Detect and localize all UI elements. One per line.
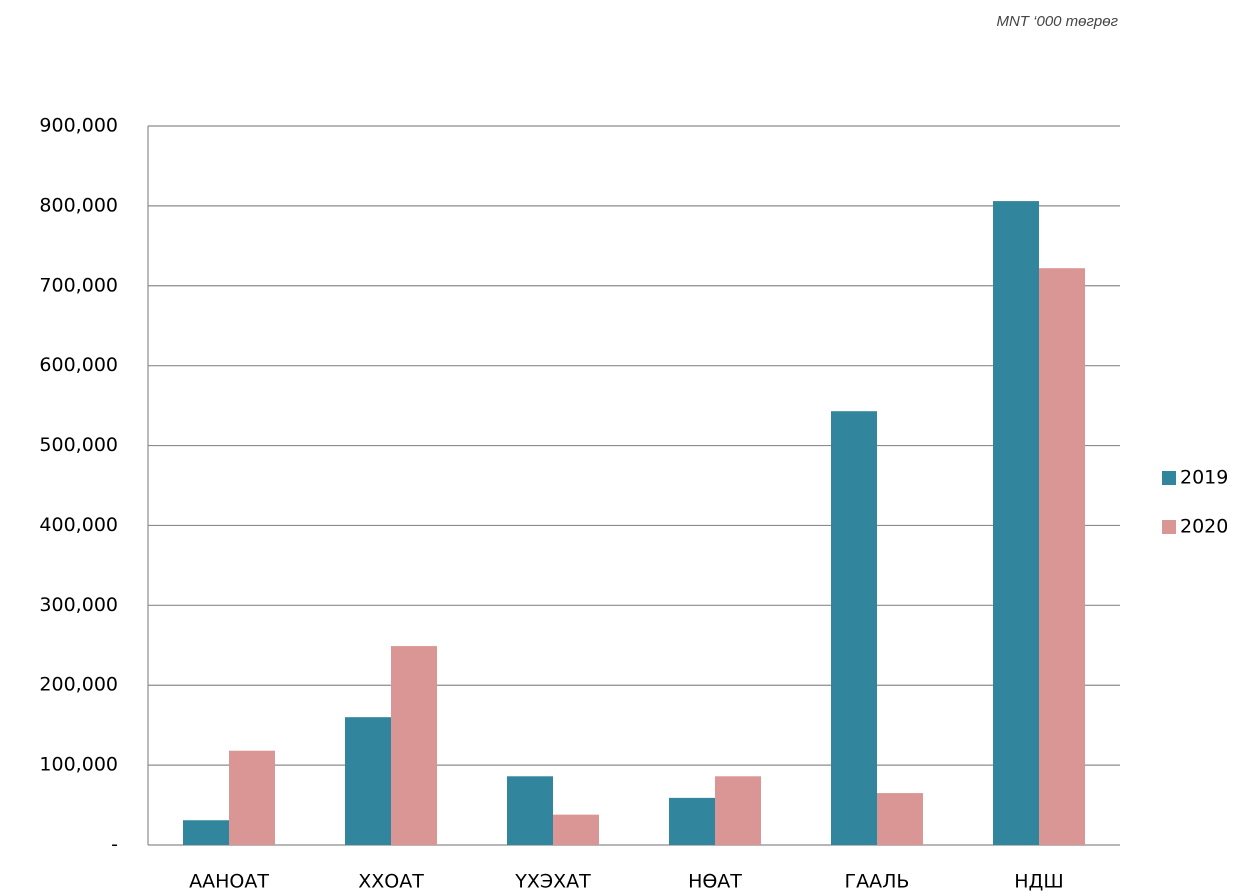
bar [183,820,229,845]
bar [877,793,923,845]
y-tick-label: 600,000 [39,354,118,376]
x-tick-label: НДШ [1014,871,1063,893]
legend-swatch [1162,471,1176,485]
bar [507,776,553,845]
x-tick-label: ААНОАТ [189,871,269,893]
x-tick-label: НӨАТ [688,871,742,893]
y-tick-label: 700,000 [39,274,118,296]
bar [1039,268,1085,845]
x-tick-label: ХХОАТ [358,871,424,893]
bar [669,797,715,845]
bar [553,814,599,845]
y-tick-label: 100,000 [39,754,118,776]
x-tick-label: ҮХЭХАТ [514,871,591,893]
y-tick-label: 500,000 [39,434,118,456]
bar [831,411,877,845]
bar [229,750,275,845]
y-tick-label: 400,000 [39,514,118,536]
chart-subtitle: MNT ‘000 төгрөг [996,13,1118,30]
legend-label: 2019 [1180,467,1228,489]
bar [993,201,1039,845]
y-tick-label: 900,000 [39,115,118,137]
legend-label: 2020 [1180,516,1228,538]
y-tick-label: 800,000 [39,194,118,216]
y-tick-label: 300,000 [39,594,118,616]
bar [345,717,391,845]
y-tick-label: - [111,834,118,856]
bar [715,776,761,845]
x-tick-label: ГААЛЬ [845,871,910,893]
legend-swatch [1162,520,1176,534]
bar [391,646,437,845]
y-tick-label: 200,000 [39,674,118,696]
